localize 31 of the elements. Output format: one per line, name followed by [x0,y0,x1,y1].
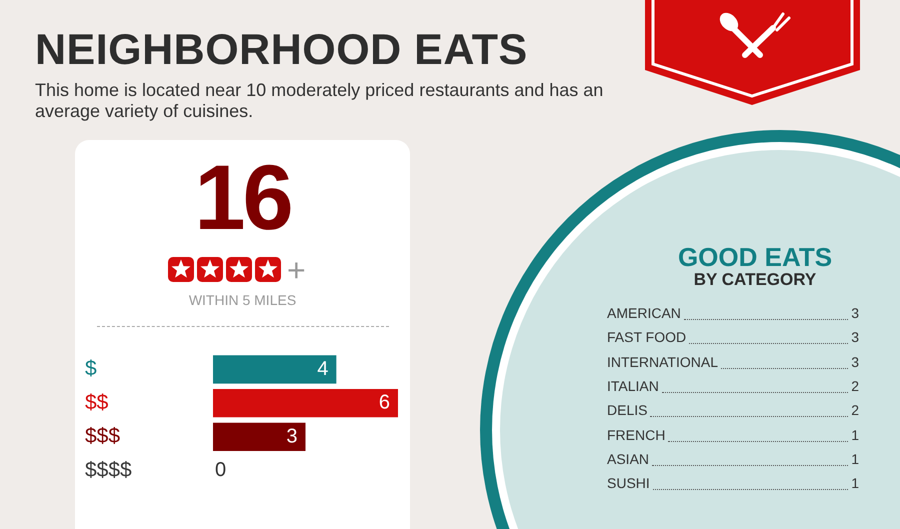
chart-subtitle: This home is located near 10 moderately priced restaurants and has an average variety of cuisines. [35,80,604,122]
text: GOOD EATS [676,242,834,272]
y-tick-label: $$$ [85,424,120,448]
y-tick-label: $$$$ [85,458,132,482]
data-label: 6 [378,392,390,414]
y-tick-label: $ [85,357,97,380]
data-label: 2 [851,378,859,394]
chart-title: NEIGHBORHOOD EATS [35,26,528,75]
data-label: 4 [317,358,328,380]
data-label: 2 [851,402,859,418]
text: + [287,252,306,288]
category-label: SUSHI [607,475,650,492]
category-label: DELIS [607,402,648,418]
data-label: 1 [851,426,859,442]
data-label: 3 [286,425,298,448]
text: WITHIN 5 MILES [188,292,298,308]
y-tick-label: $$ [85,390,109,414]
category-label: ITALIAN [607,378,659,394]
category-label: AMERICAN [607,305,681,321]
text: BY CATEGORY [692,270,818,290]
data-label: 3 [851,329,859,346]
category-label: FAST FOOD [607,329,686,346]
data-label: 3 [851,354,859,370]
category-label: ASIAN [607,450,650,467]
data-label: 1 [851,475,859,492]
data-label: 0 [215,459,226,482]
category-label: INTERNATIONAL [607,354,718,370]
category-label: FRENCH [607,426,666,442]
data-label: 3 [851,305,859,321]
data-label: 1 [851,450,859,467]
text: 16 [193,147,292,249]
